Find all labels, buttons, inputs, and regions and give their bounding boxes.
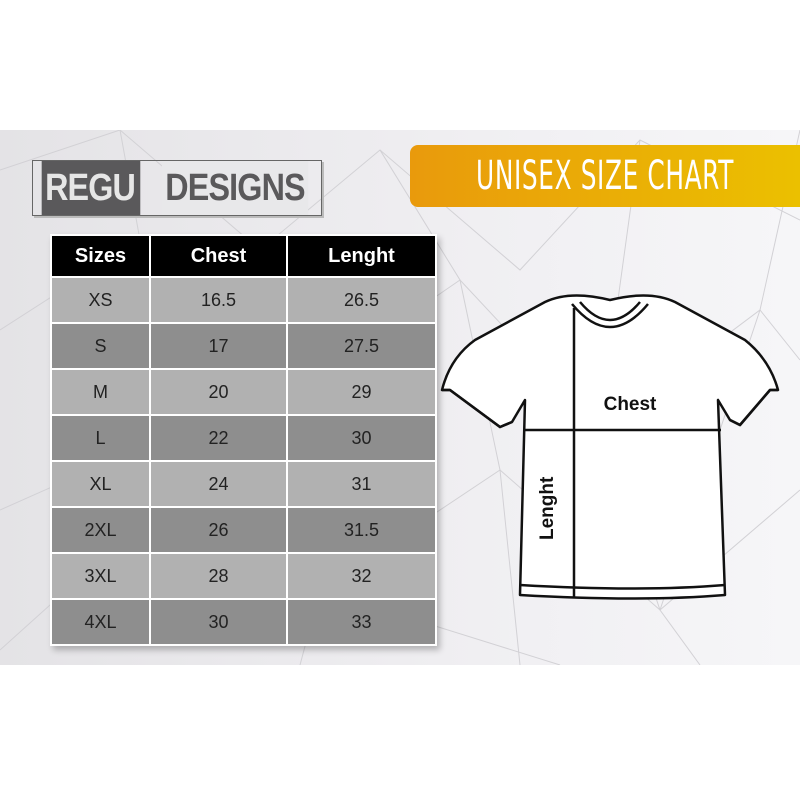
- size-cell: 4XL: [52, 600, 149, 644]
- chest-cell: 28: [151, 554, 286, 598]
- table-row: 4XL 30 33: [52, 600, 435, 644]
- table-row: XS 16.5 26.5: [52, 278, 435, 322]
- length-cell: 29: [288, 370, 435, 414]
- table-row: M 20 29: [52, 370, 435, 414]
- length-cell: 33: [288, 600, 435, 644]
- tshirt-icon: Chest Lenght: [440, 294, 780, 600]
- length-label: Lenght: [537, 476, 558, 540]
- size-cell: 3XL: [52, 554, 149, 598]
- size-cell: XS: [52, 278, 149, 322]
- length-cell: 27.5: [288, 324, 435, 368]
- size-cell: M: [52, 370, 149, 414]
- chest-label: Chest: [604, 394, 657, 415]
- header-chest: Chest: [151, 236, 286, 276]
- table-row: XL 24 31: [52, 462, 435, 506]
- chest-cell: 20: [151, 370, 286, 414]
- table-row: 2XL 26 31.5: [52, 508, 435, 552]
- chest-cell: 30: [151, 600, 286, 644]
- logo-part2: DESIGNS: [161, 161, 308, 215]
- size-table: Sizes Chest Lenght XS 16.5 26.5 S 17 27.5 M 20 2…: [50, 234, 437, 646]
- length-cell: 31.5: [288, 508, 435, 552]
- page-title: UNISEX SIZE CHART: [476, 153, 734, 199]
- size-cell: L: [52, 416, 149, 460]
- chest-cell: 24: [151, 462, 286, 506]
- title-banner: UNISEX SIZE CHART: [410, 145, 800, 207]
- length-cell: 32: [288, 554, 435, 598]
- table-row: S 17 27.5: [52, 324, 435, 368]
- size-cell: 2XL: [52, 508, 149, 552]
- size-cell: S: [52, 324, 149, 368]
- brand-logo: REGU DESIGNS: [32, 160, 322, 216]
- size-cell: XL: [52, 462, 149, 506]
- chest-cell: 16.5: [151, 278, 286, 322]
- chest-cell: 17: [151, 324, 286, 368]
- header-sizes: Sizes: [52, 236, 149, 276]
- table-header-row: Sizes Chest Lenght: [52, 236, 435, 276]
- length-cell: 26.5: [288, 278, 435, 322]
- chest-cell: 22: [151, 416, 286, 460]
- table-row: L 22 30: [52, 416, 435, 460]
- length-cell: 31: [288, 462, 435, 506]
- header-length: Lenght: [288, 236, 435, 276]
- table-row: 3XL 28 32: [52, 554, 435, 598]
- chest-cell: 26: [151, 508, 286, 552]
- logo-part1: REGU: [41, 161, 141, 215]
- length-cell: 30: [288, 416, 435, 460]
